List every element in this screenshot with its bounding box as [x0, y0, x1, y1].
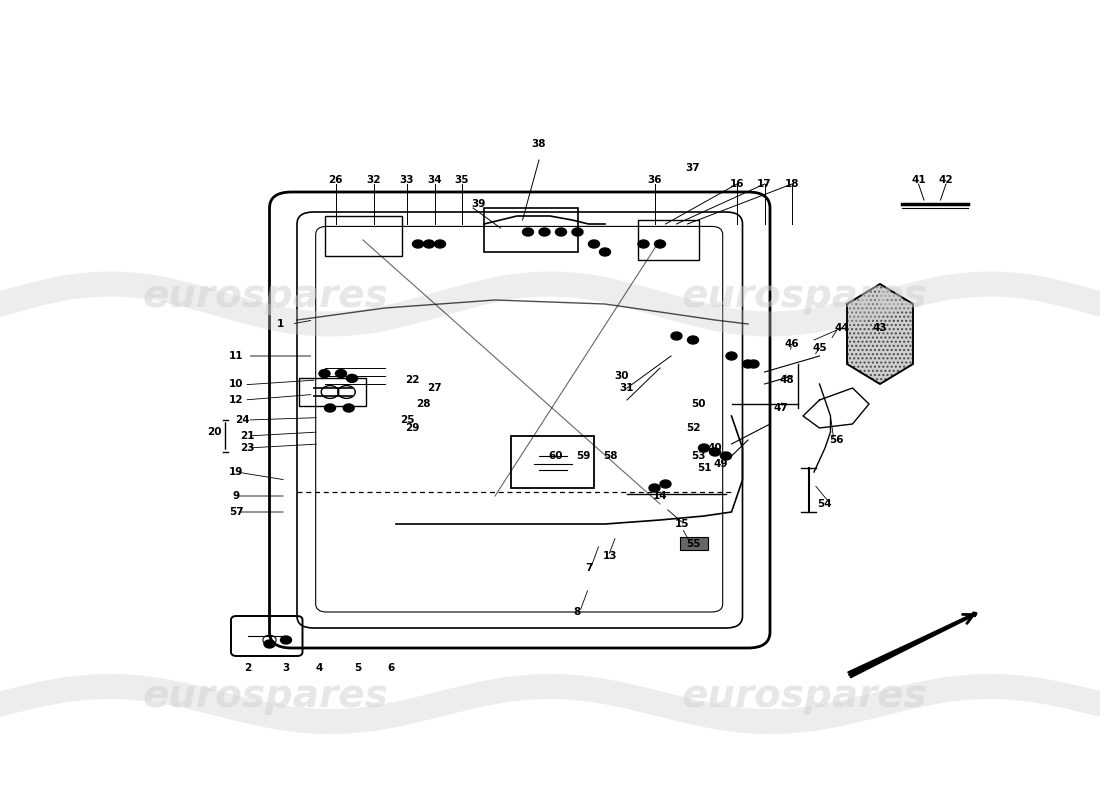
Circle shape — [264, 640, 275, 648]
Text: 34: 34 — [427, 175, 442, 185]
Circle shape — [688, 336, 698, 344]
Text: 52: 52 — [685, 423, 701, 433]
Text: 43: 43 — [872, 323, 888, 333]
Circle shape — [710, 448, 720, 456]
Circle shape — [742, 360, 754, 368]
Circle shape — [588, 240, 600, 248]
Text: 36: 36 — [647, 175, 662, 185]
Text: eurospares: eurospares — [682, 677, 927, 715]
Text: 30: 30 — [614, 371, 629, 381]
Circle shape — [720, 452, 732, 460]
Text: 57: 57 — [229, 507, 244, 517]
Text: 29: 29 — [405, 423, 420, 433]
Circle shape — [649, 484, 660, 492]
Text: 51: 51 — [696, 463, 712, 473]
Circle shape — [319, 370, 330, 378]
Circle shape — [748, 360, 759, 368]
Text: 55: 55 — [685, 539, 701, 549]
Text: 35: 35 — [454, 175, 470, 185]
Text: 1: 1 — [277, 319, 284, 329]
Circle shape — [660, 480, 671, 488]
Text: 42: 42 — [938, 175, 954, 185]
Circle shape — [324, 404, 336, 412]
Text: 26: 26 — [328, 175, 343, 185]
Text: 12: 12 — [229, 395, 244, 405]
Text: eurospares: eurospares — [143, 277, 388, 315]
Text: 10: 10 — [229, 379, 244, 389]
Polygon shape — [847, 284, 913, 384]
Text: 58: 58 — [603, 451, 618, 461]
Text: 49: 49 — [713, 459, 728, 469]
Circle shape — [671, 332, 682, 340]
Text: 4: 4 — [316, 663, 322, 673]
Text: 16: 16 — [729, 179, 745, 189]
Text: 24: 24 — [234, 415, 250, 425]
Text: 46: 46 — [784, 339, 800, 349]
Text: 7: 7 — [585, 563, 592, 573]
Text: 40: 40 — [707, 443, 723, 453]
Text: 56: 56 — [828, 435, 844, 445]
Circle shape — [343, 404, 354, 412]
FancyBboxPatch shape — [680, 537, 708, 550]
Text: 50: 50 — [691, 399, 706, 409]
Circle shape — [346, 374, 358, 382]
Text: 32: 32 — [366, 175, 382, 185]
Text: 41: 41 — [911, 175, 926, 185]
Text: 28: 28 — [416, 399, 431, 409]
Text: eurospares: eurospares — [143, 677, 388, 715]
Text: 38: 38 — [531, 139, 547, 149]
Text: 27: 27 — [427, 383, 442, 393]
Text: 17: 17 — [757, 179, 772, 189]
Text: 20: 20 — [207, 427, 222, 437]
Circle shape — [556, 228, 566, 236]
Text: 18: 18 — [784, 179, 800, 189]
Text: 19: 19 — [229, 467, 244, 477]
Text: 47: 47 — [773, 403, 789, 413]
Circle shape — [600, 248, 610, 256]
Text: 2: 2 — [244, 663, 251, 673]
Text: 13: 13 — [603, 551, 618, 561]
Text: 22: 22 — [405, 375, 420, 385]
Text: 3: 3 — [283, 663, 289, 673]
Circle shape — [412, 240, 424, 248]
Text: 44: 44 — [834, 323, 849, 333]
Text: 48: 48 — [779, 375, 794, 385]
Text: 15: 15 — [674, 519, 690, 529]
Circle shape — [638, 240, 649, 248]
Circle shape — [698, 444, 710, 452]
Text: 6: 6 — [387, 663, 394, 673]
Circle shape — [726, 352, 737, 360]
Circle shape — [424, 240, 434, 248]
Text: 5: 5 — [354, 663, 361, 673]
Circle shape — [434, 240, 446, 248]
Text: 23: 23 — [240, 443, 255, 453]
Text: 14: 14 — [652, 491, 668, 501]
Text: 25: 25 — [399, 415, 415, 425]
Circle shape — [522, 228, 534, 236]
Text: 53: 53 — [691, 451, 706, 461]
Text: 9: 9 — [233, 491, 240, 501]
Circle shape — [654, 240, 666, 248]
Text: eurospares: eurospares — [682, 277, 927, 315]
Text: 37: 37 — [685, 163, 701, 173]
Text: 54: 54 — [817, 499, 833, 509]
Text: 8: 8 — [574, 607, 581, 617]
Text: 45: 45 — [812, 343, 827, 353]
Text: 59: 59 — [575, 451, 591, 461]
Circle shape — [572, 228, 583, 236]
Text: 60: 60 — [548, 451, 563, 461]
Text: 31: 31 — [619, 383, 635, 393]
Circle shape — [539, 228, 550, 236]
Text: 39: 39 — [471, 199, 486, 209]
Text: 21: 21 — [240, 431, 255, 441]
Text: 33: 33 — [399, 175, 415, 185]
Circle shape — [280, 636, 292, 644]
Text: 11: 11 — [229, 351, 244, 361]
Circle shape — [336, 370, 346, 378]
